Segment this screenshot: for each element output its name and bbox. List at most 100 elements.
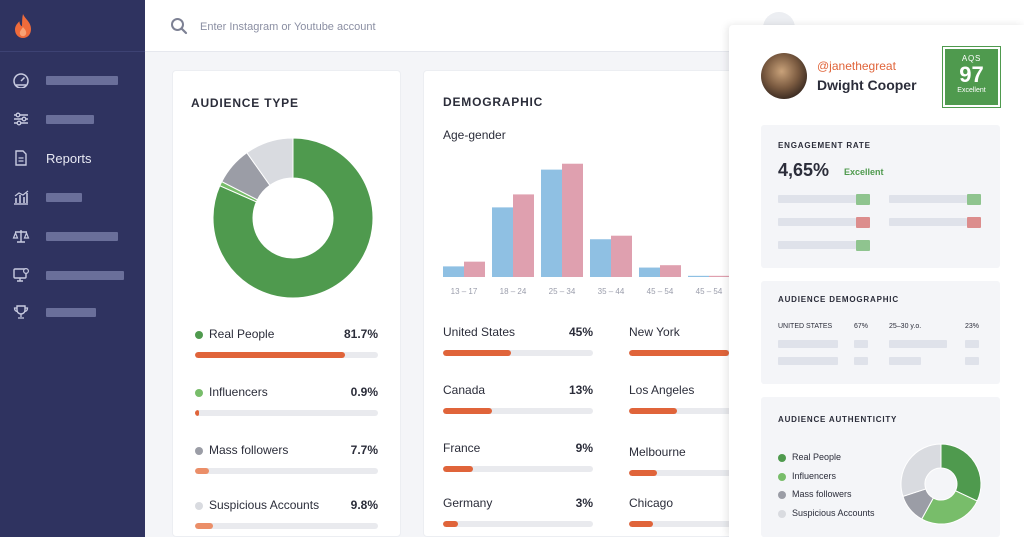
sidebar-item-dashboard[interactable]: [0, 68, 145, 92]
engagement-value: 4,65%: [778, 160, 830, 180]
chart-icon: [14, 190, 29, 205]
metric-placeholder: [965, 340, 979, 348]
trophy-icon: [13, 305, 29, 319]
authenticity-donut: [900, 443, 982, 525]
legend-dot: [195, 502, 203, 510]
legend-value: 0.9%: [350, 385, 378, 399]
progress-fill: [195, 523, 213, 529]
sidebar-item-label: Reports: [46, 151, 92, 166]
sidebar-item-filters[interactable]: [0, 107, 145, 131]
legend-label: Influencers: [209, 385, 268, 399]
metric-placeholder: [889, 357, 921, 365]
bar-5-1: [709, 275, 729, 277]
legend-dot: [778, 510, 786, 518]
document-icon: [15, 150, 27, 166]
progress-fill: [443, 521, 458, 527]
country-label: United States: [443, 325, 516, 339]
audience-authenticity-card: AUDIENCE AUTHENTICITY Real People Influe…: [761, 397, 1000, 537]
bar-0-0: [443, 266, 464, 277]
progress-track: [195, 523, 378, 529]
metric-placeholder: [778, 195, 856, 203]
sidebar-item-compare[interactable]: [0, 224, 145, 248]
progress-fill: [629, 350, 729, 356]
flame-icon: [15, 13, 31, 38]
status-square: [967, 217, 981, 228]
audience-demographic-card: AUDIENCE DEMOGRAPHIC UNITED STATES 67% 2…: [761, 281, 1000, 384]
legend-label: Suspicious Accounts: [209, 498, 320, 512]
bar-3-1: [611, 235, 632, 277]
profile-panel: @janethegreat Dwight Cooper AQS 97 Excel…: [729, 25, 1024, 537]
sidebar-item-analytics[interactable]: [0, 185, 145, 209]
bar-5-0: [688, 275, 709, 277]
city-row: Los Angeles: [629, 383, 729, 423]
city-row: New York: [629, 325, 729, 365]
legend-dot: [778, 454, 786, 462]
city-label: New York: [629, 325, 680, 339]
city-label: Melbourne: [629, 445, 686, 459]
card-title: AUDIENCE TYPE: [191, 96, 299, 110]
aqs-value: 97: [959, 62, 984, 87]
legend-dot: [195, 389, 203, 397]
country-label: Canada: [443, 383, 486, 397]
section-title: AUDIENCE AUTHENTICITY: [778, 415, 898, 424]
audience-type-donut: [212, 137, 374, 299]
x-tick-label: 25 – 34: [549, 287, 576, 296]
sidebar-item-monitoring[interactable]: [0, 263, 145, 287]
chart-subtitle: Age-gender: [443, 128, 506, 142]
x-tick-label: 45 – 54: [647, 287, 674, 296]
aqs-rating: Excellent: [957, 87, 986, 94]
status-square: [967, 194, 981, 205]
aqs-badge: AQS 97 Excellent: [942, 46, 1001, 108]
city-row: Chicago: [629, 496, 729, 536]
country-label: France: [443, 441, 481, 455]
country-row: United States 45%: [443, 325, 593, 365]
progress-track: [629, 408, 729, 414]
metric-placeholder: [889, 195, 967, 203]
age-gender-bar-chart: 13 – 17 18 – 24 25 – 34 35 – 44 45 – 54 45 – …: [443, 163, 729, 296]
sidebar-item-rankings[interactable]: [0, 300, 145, 324]
legend-dot: [195, 447, 203, 455]
progress-fill: [195, 468, 210, 474]
sidebar-item-label-placeholder: [46, 115, 94, 124]
metric-placeholder: [778, 340, 838, 348]
country-row: France 9%: [443, 441, 593, 481]
sidebar-item-reports[interactable]: Reports: [0, 146, 145, 170]
progress-fill: [443, 408, 492, 414]
metric-placeholder: [965, 357, 979, 365]
donut-slice-0: [212, 137, 374, 299]
search-icon[interactable]: [170, 17, 188, 35]
progress-fill: [629, 521, 653, 527]
donut-slice-3: [900, 443, 942, 497]
progress-fill: [195, 410, 199, 416]
country-label: UNITED STATES: [778, 323, 833, 330]
card-title: DEMOGRAPHIC: [443, 95, 544, 109]
aqs-label: AQS: [961, 54, 982, 63]
country-row: Canada 13%: [443, 383, 593, 423]
legend-dot: [195, 331, 203, 339]
legend-dot: [778, 473, 786, 481]
metric-placeholder: [889, 218, 967, 226]
engagement-rate-card: ENGAGEMENT RATE 4,65% Excellent: [761, 125, 1000, 268]
progress-fill: [443, 466, 473, 472]
gauge-icon: [13, 73, 29, 88]
profile-handle[interactable]: @janethegreat: [817, 59, 896, 73]
audience-row-real-people: Real People 81.7%: [195, 327, 378, 367]
metric-placeholder: [778, 218, 856, 226]
bar-1-0: [492, 207, 513, 277]
progress-track: [629, 521, 729, 527]
legend-label: Influencers: [792, 471, 837, 481]
city-label: Chicago: [629, 496, 674, 510]
x-tick-label: 13 – 17: [451, 287, 478, 296]
avatar[interactable]: [761, 53, 807, 99]
search-input[interactable]: [200, 17, 600, 37]
country-value: 45%: [568, 325, 593, 339]
section-title: AUDIENCE DEMOGRAPHIC: [778, 295, 899, 304]
sidebar-item-label-placeholder: [46, 308, 96, 317]
logo[interactable]: [0, 0, 145, 52]
metric-placeholder: [778, 241, 856, 249]
bar-1-1: [513, 194, 534, 277]
progress-fill: [195, 352, 345, 358]
donut-slice-0: [940, 443, 982, 502]
progress-track: [629, 470, 729, 476]
sliders-icon: [14, 112, 28, 126]
